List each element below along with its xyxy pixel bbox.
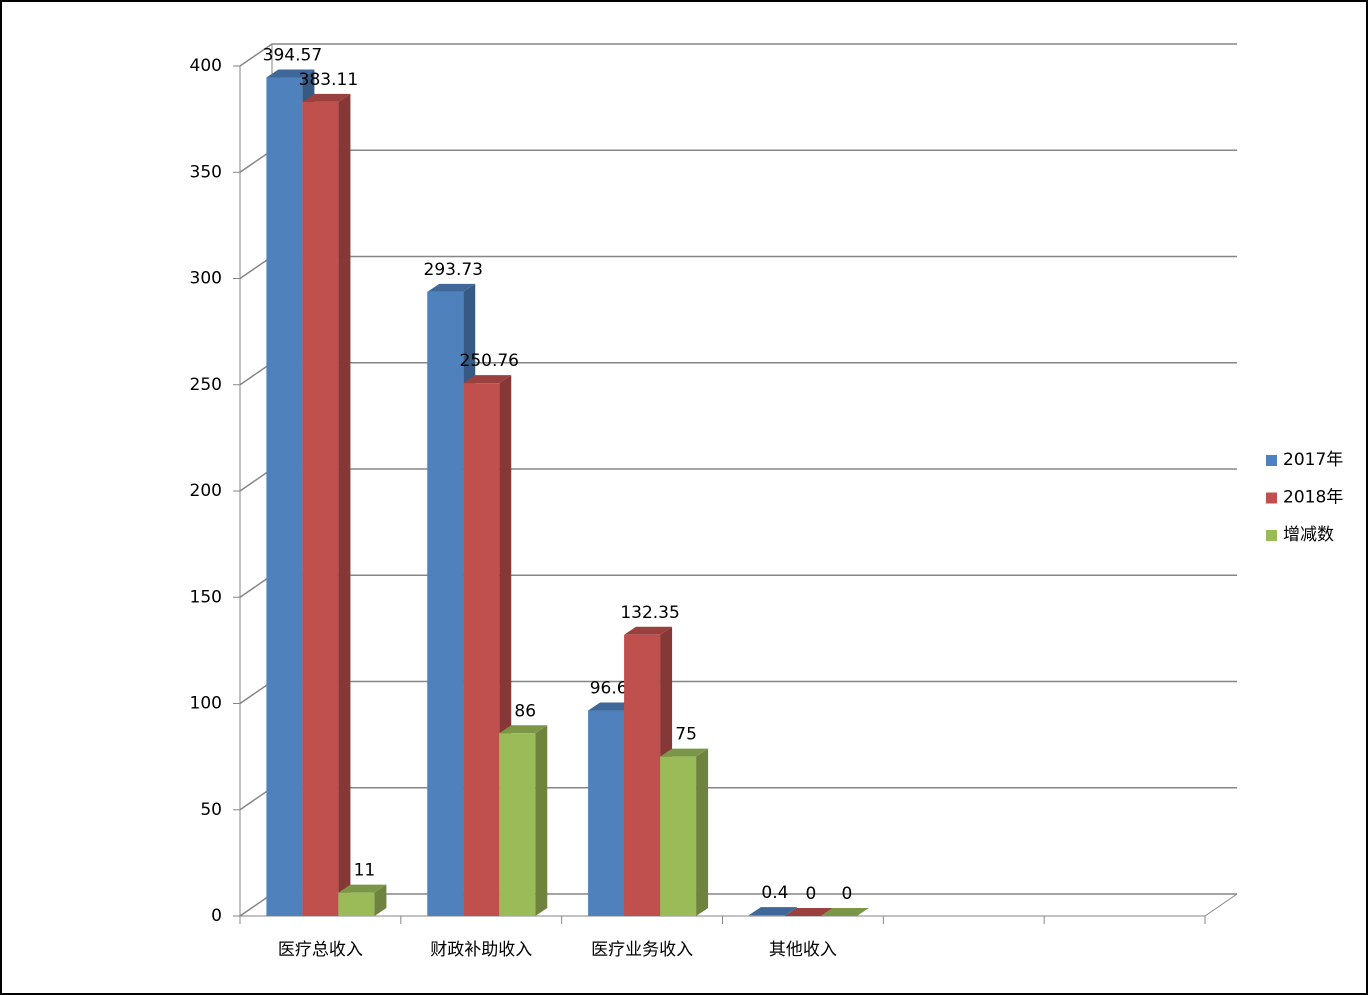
y-tick-label: 350 (190, 162, 222, 182)
grid-line (239, 43, 1237, 67)
bar-front (302, 101, 339, 917)
bar-top (463, 375, 512, 384)
data-label: 383.11 (299, 70, 358, 90)
bar (660, 748, 709, 916)
data-label: 0 (842, 884, 853, 904)
y-tick-label: 100 (190, 694, 222, 714)
bar-top (302, 93, 351, 102)
data-label: 75 (675, 725, 697, 745)
bar-front (588, 710, 625, 916)
bar-top (338, 884, 387, 893)
x-tick-label: 医疗总收入 (278, 940, 363, 960)
bar-top (748, 907, 797, 916)
data-label: 250.76 (460, 351, 519, 371)
bar-front (338, 892, 375, 916)
y-tick-label: 400 (190, 56, 222, 76)
bar-top (624, 626, 673, 635)
bar (302, 93, 351, 917)
y-tick-label: 50 (200, 800, 222, 820)
bar-front (463, 383, 500, 916)
legend-swatch (1266, 530, 1277, 541)
legend-label: 增减数 (1283, 525, 1334, 545)
bar-top (660, 748, 709, 757)
data-label: 394.57 (263, 46, 322, 66)
bar-side (338, 93, 351, 917)
bar-front (427, 291, 464, 917)
legend-swatch (1266, 492, 1277, 504)
data-label: 293.73 (424, 260, 483, 280)
bar-side (696, 748, 709, 916)
bar (748, 907, 797, 916)
y-tick-label: 300 (190, 269, 222, 289)
data-label: 0.4 (761, 883, 788, 903)
bar-front (499, 733, 536, 916)
bar (499, 725, 548, 916)
bar-front (748, 915, 785, 916)
bar-top (784, 908, 833, 916)
legend-label: 2017年 (1283, 450, 1343, 470)
bar-top (266, 69, 315, 78)
legend-swatch (1266, 455, 1277, 466)
x-tick-label: 其他收入 (769, 940, 837, 960)
bar-front (624, 634, 661, 916)
bar-top (820, 908, 869, 916)
bar (338, 884, 387, 916)
y-tick-label: 150 (190, 587, 222, 607)
bar-side (374, 884, 387, 916)
bar-front (266, 77, 303, 916)
bar (820, 908, 869, 916)
bar-front (660, 756, 697, 916)
bar-side (784, 907, 797, 916)
data-label: 132.35 (620, 603, 679, 623)
legend-label: 2018年 (1283, 488, 1343, 508)
bar (784, 908, 833, 916)
data-label: 86 (514, 701, 536, 721)
y-tick-label: 0 (211, 906, 222, 926)
data-label: 0 (806, 884, 817, 904)
y-tick-label: 200 (190, 481, 222, 501)
data-label: 11 (354, 861, 376, 881)
bar-top (427, 283, 476, 292)
floor-right (1204, 893, 1238, 917)
y-tick-label: 250 (190, 375, 222, 395)
x-tick-label: 医疗业务收入 (591, 940, 693, 960)
x-tick-label: 财政补助收入 (430, 940, 532, 960)
bar-top (499, 725, 548, 734)
bar-side (535, 725, 548, 916)
